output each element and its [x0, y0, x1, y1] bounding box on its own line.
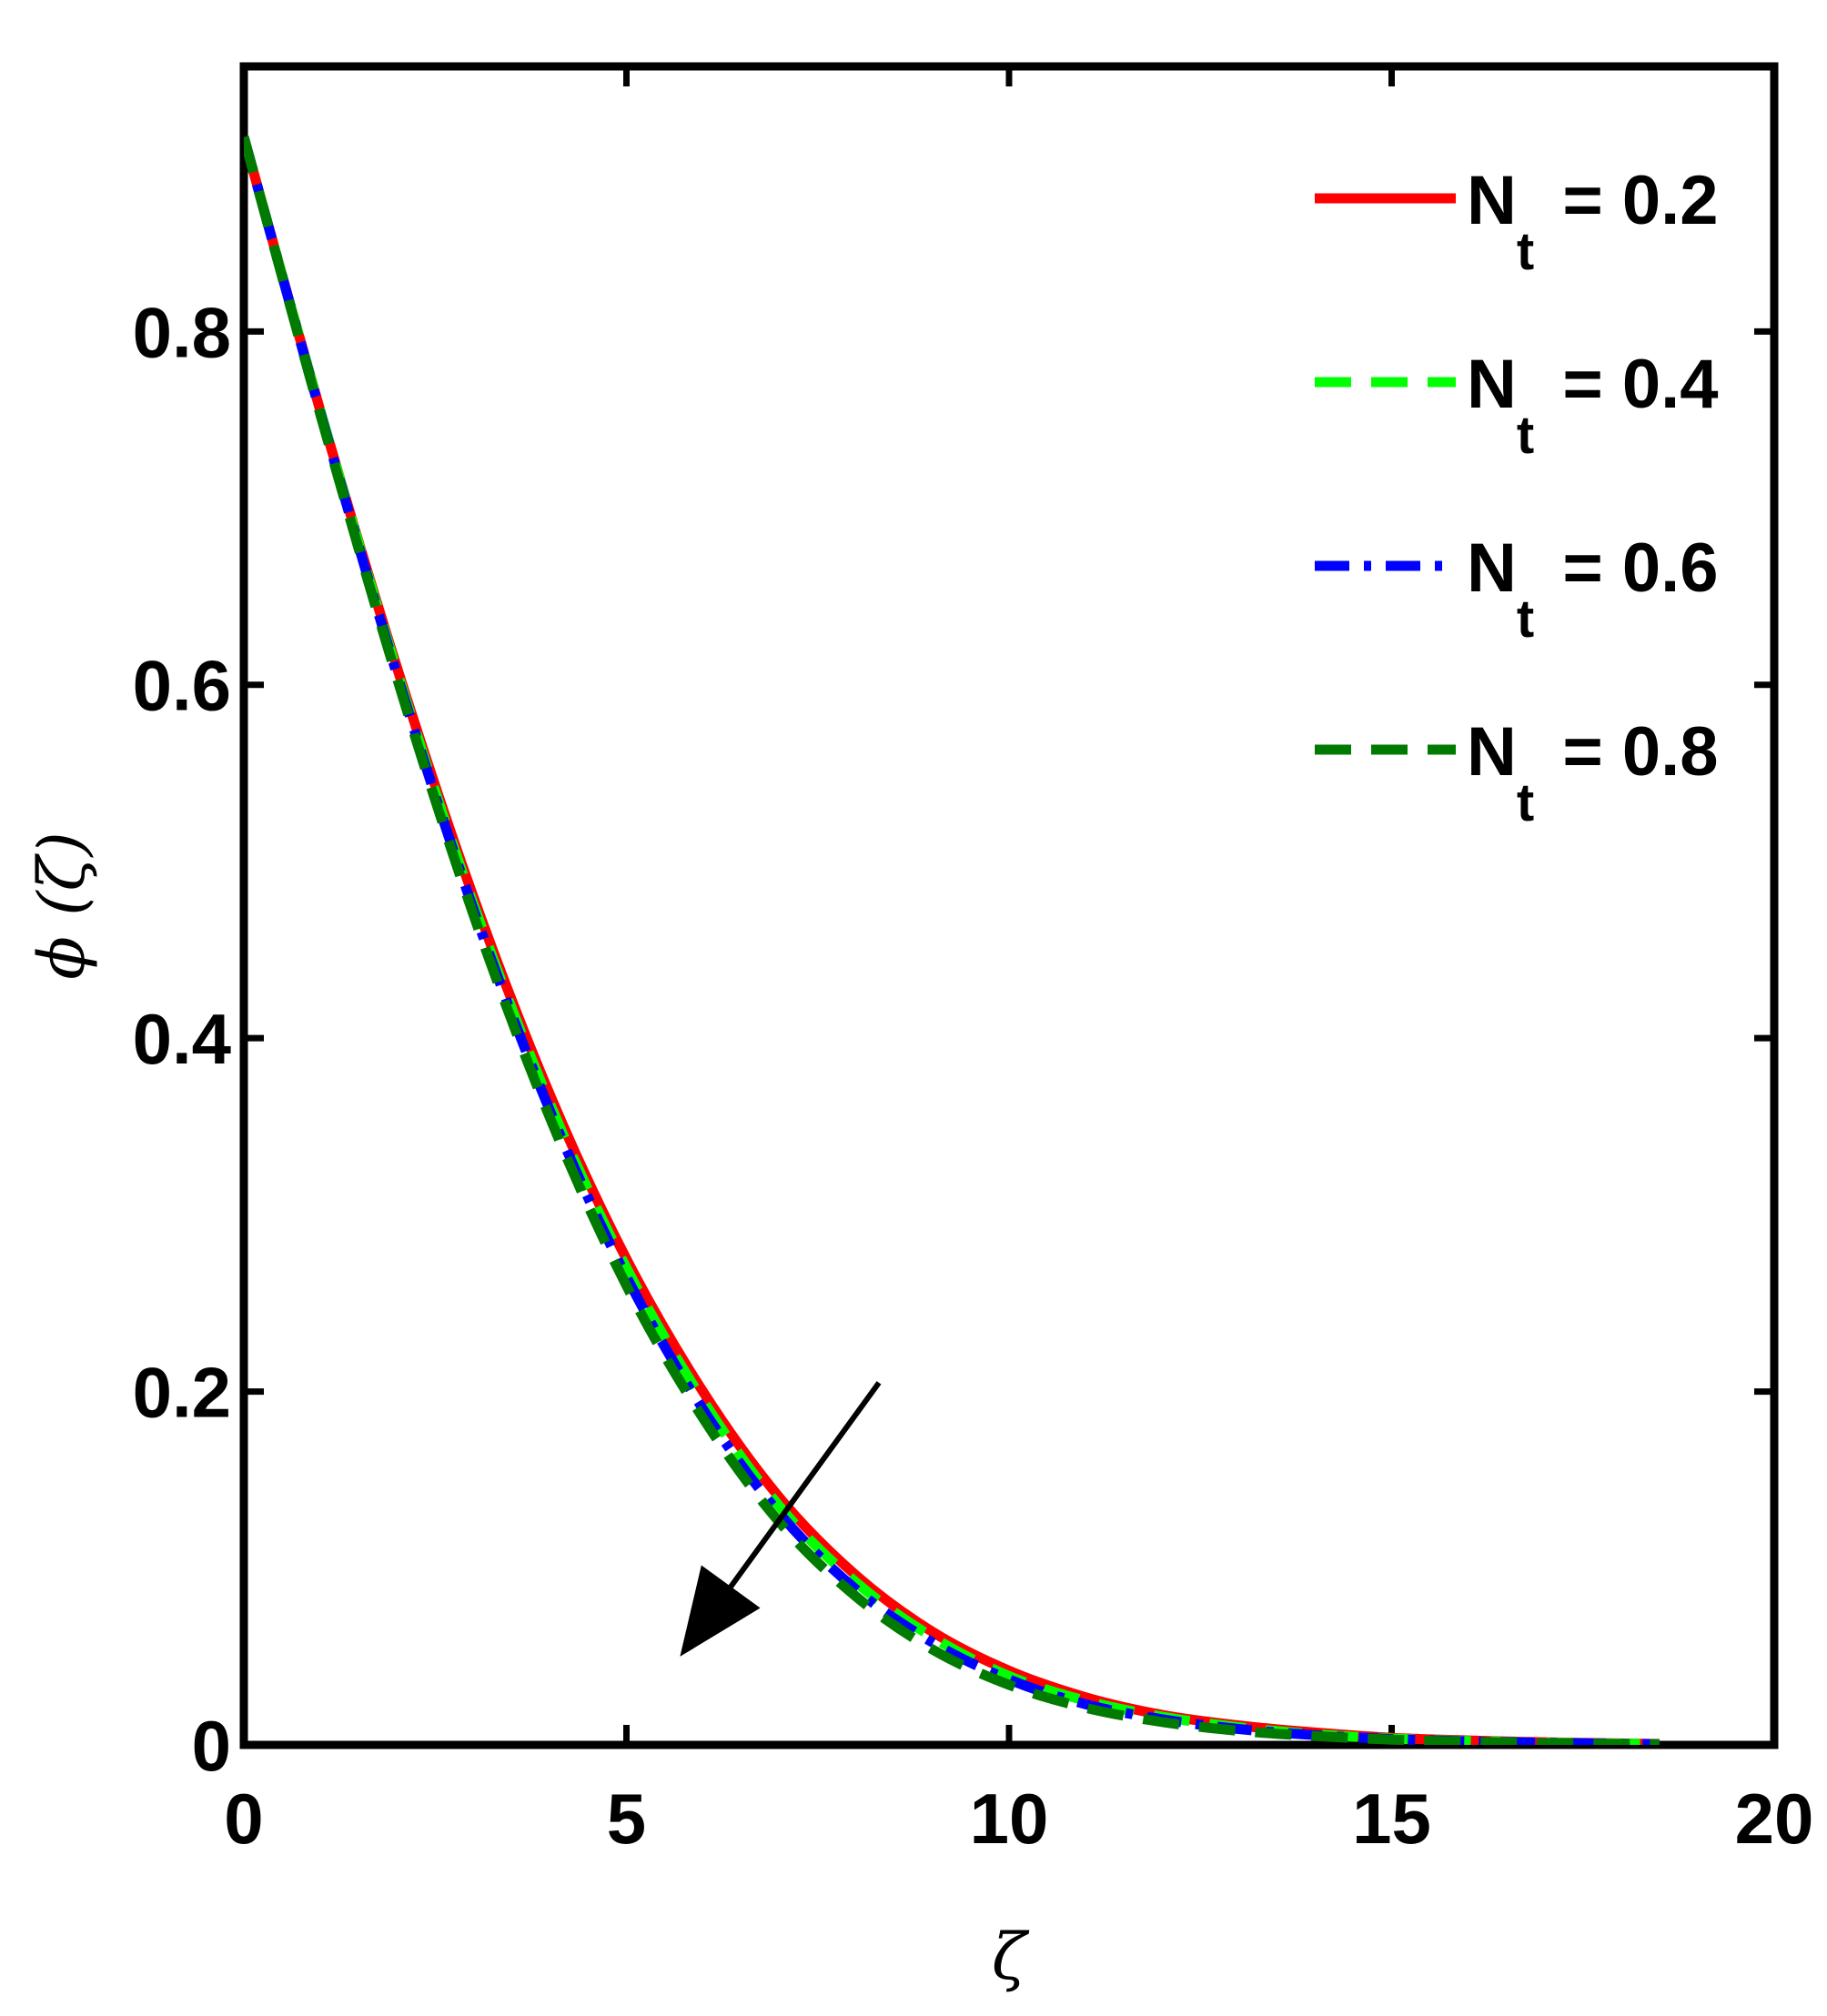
x-tick-label: 10	[970, 1779, 1049, 1859]
axis-ticks	[240, 66, 1778, 1749]
y-tick-label: 0.8	[133, 292, 231, 372]
arrow-shaft	[722, 1381, 882, 1598]
legend-label-sub: t	[1517, 590, 1534, 649]
x-tick-label: 5	[607, 1779, 646, 1859]
legend-label-2: Nt = 0.4	[1467, 346, 1718, 465]
legend-label-sub: t	[1517, 773, 1534, 832]
legend-label-sub: t	[1517, 406, 1534, 465]
legend-label-sub: t	[1517, 222, 1534, 281]
legend-label-main: N	[1467, 162, 1517, 239]
legend-label-main: N	[1467, 346, 1517, 423]
legend-label-value: = 0.6	[1543, 529, 1718, 607]
series-line-4	[244, 136, 1660, 1745]
legend-label-main: N	[1467, 529, 1517, 607]
plot-frame	[239, 62, 1779, 1749]
y-tick-label: 0	[192, 1706, 231, 1786]
tick-labels: 0 5 10 15 20 0 0.2 0.4 0.6 0.8	[133, 292, 1814, 1859]
x-tick-label: 0	[224, 1779, 263, 1859]
legend-label-value: = 0.8	[1543, 713, 1718, 791]
legend-label-value: = 0.2	[1543, 162, 1718, 239]
legend-label-1: Nt = 0.2	[1467, 162, 1718, 281]
y-tick-label: 0.6	[133, 646, 231, 726]
legend-label-main: N	[1467, 713, 1517, 791]
plot-area	[239, 62, 1779, 1749]
legend-label-3: Nt = 0.6	[1467, 529, 1718, 649]
x-tick-label: 15	[1352, 1779, 1431, 1859]
y-tick-label: 0.2	[133, 1353, 231, 1433]
x-axis-label: ζ	[992, 1920, 1030, 1994]
x-tick-label: 20	[1735, 1779, 1814, 1859]
y-tick-label: 0.4	[133, 999, 231, 1079]
legend: Nt = 0.2Nt = 0.4Nt = 0.6Nt = 0.8	[1315, 162, 1718, 832]
annotation-layer	[680, 1381, 882, 1657]
series-layer	[244, 136, 1660, 1745]
y-axis-label: ϕ (ζ)	[25, 832, 99, 980]
legend-label-4: Nt = 0.8	[1467, 713, 1718, 832]
legend-label-value: = 0.4	[1543, 346, 1718, 423]
arrow-head	[680, 1565, 761, 1657]
